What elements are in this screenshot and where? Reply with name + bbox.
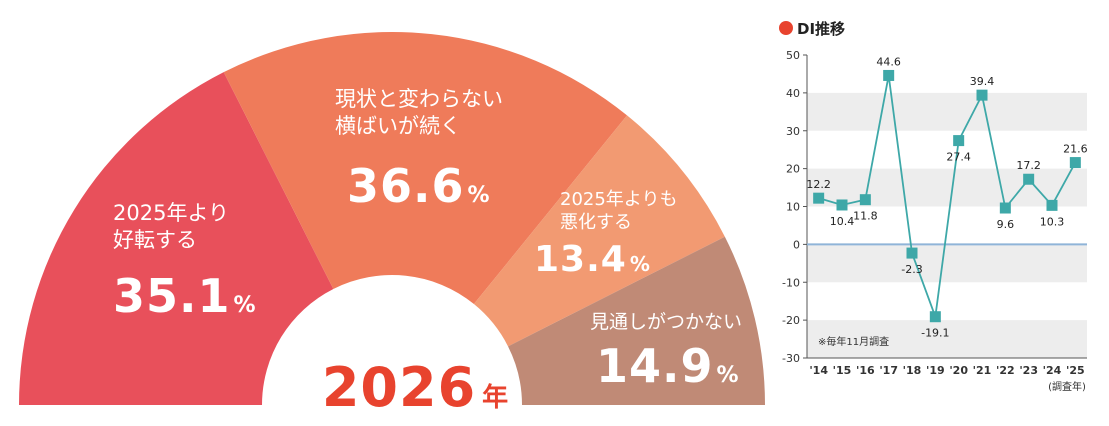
donut-slice xyxy=(508,236,765,405)
data-label: 39.4 xyxy=(970,75,995,88)
donut-chart xyxy=(19,32,765,406)
segment-improve-label: 2025年より 好転する 35.1% xyxy=(113,200,256,326)
data-label: 11.8 xyxy=(853,210,878,223)
data-label: 10.3 xyxy=(1040,215,1065,228)
y-tick-label: -10 xyxy=(782,276,800,289)
data-point xyxy=(859,194,871,206)
x-tick-label: '17 xyxy=(879,364,898,377)
y-tick-label: 10 xyxy=(786,201,800,214)
grid-band xyxy=(807,244,1087,283)
data-label: 17.2 xyxy=(1016,159,1041,172)
survey-note: ※毎年11月調査 xyxy=(818,335,889,348)
donut-center-year: 2026 年 xyxy=(300,356,530,419)
y-tick-label: 50 xyxy=(786,49,800,62)
data-point xyxy=(929,311,941,323)
segment-improve-line1: 2025年より xyxy=(113,201,230,225)
data-point xyxy=(1023,173,1035,185)
di-line-chart: DI推移 50 40 30 20 10 0 -10 -20 -30 '14 '15 '16 '17 '18 '… xyxy=(779,20,1088,393)
segment-worse-line2: 悪化する xyxy=(560,212,632,234)
y-tick-label: 30 xyxy=(786,125,800,138)
data-point xyxy=(1046,199,1058,211)
x-tick-label: '22 xyxy=(996,364,1015,377)
y-tick-label: 0 xyxy=(793,238,800,251)
x-tick-label: '15 xyxy=(833,364,852,377)
segment-improve-line2: 好転する xyxy=(113,228,197,253)
y-tick-label: -20 xyxy=(782,314,800,327)
grid-band xyxy=(807,168,1087,207)
segment-worse-line1: 2025年よりも xyxy=(560,189,678,210)
data-point xyxy=(1069,157,1081,169)
data-label: 27.4 xyxy=(946,151,971,164)
segment-improve-unit: % xyxy=(233,292,256,318)
data-label: 44.6 xyxy=(876,55,901,68)
segment-improve-value: 35.1 xyxy=(113,268,231,323)
segment-unknown-line1: 見通しがつかない xyxy=(590,311,743,333)
donut-slice xyxy=(19,72,334,406)
x-axis-title: (調査年) xyxy=(1048,380,1086,393)
data-point xyxy=(953,135,965,147)
grid-band xyxy=(807,92,1087,131)
y-tick-label: -30 xyxy=(782,352,800,365)
x-tick-label: '19 xyxy=(926,364,945,377)
donut-slice xyxy=(473,115,725,347)
segment-unknown-unit: % xyxy=(716,362,739,388)
data-point xyxy=(999,202,1011,214)
segment-worse-value: 13.4 xyxy=(534,238,627,280)
line-chart-title: DI推移 xyxy=(797,20,845,38)
x-tick-label: '14 xyxy=(809,364,828,377)
data-label: -19.1 xyxy=(921,327,949,340)
x-tick-label: '24 xyxy=(1043,364,1062,377)
data-point xyxy=(883,69,895,81)
segment-unknown-label: 見通しがつかない 14.9% xyxy=(590,310,742,396)
x-tick-label: '21 xyxy=(973,364,992,377)
data-point xyxy=(836,199,848,211)
y-tick-label: 20 xyxy=(786,163,800,176)
data-point xyxy=(906,247,918,259)
grid-band xyxy=(807,320,1087,358)
segment-unknown-value: 14.9 xyxy=(596,338,714,393)
data-label: 10.4 xyxy=(830,215,855,228)
data-point xyxy=(976,89,988,101)
data-point xyxy=(813,192,825,204)
year-number: 2026 xyxy=(321,356,477,419)
year-unit: 年 xyxy=(482,383,509,413)
x-tick-label: '23 xyxy=(1019,364,1038,377)
x-tick-label: '16 xyxy=(856,364,875,377)
segment-flat-value: 36.6 xyxy=(347,158,465,213)
segment-flat-unit: % xyxy=(467,182,490,208)
donut-slice xyxy=(223,32,628,305)
data-label: 12.2 xyxy=(806,178,831,191)
data-label: -2.3 xyxy=(901,263,922,276)
segment-flat-line1: 現状と変わらない xyxy=(335,87,503,111)
x-tick-label: '18 xyxy=(903,364,922,377)
title-dot-icon xyxy=(779,21,793,35)
segment-worse-unit: % xyxy=(629,251,650,276)
x-tick-label: '20 xyxy=(949,364,968,377)
y-tick-label: 40 xyxy=(786,87,800,100)
data-label: 9.6 xyxy=(997,218,1015,231)
x-tick-label: '25 xyxy=(1066,364,1085,377)
segment-flat-label: 現状と変わらない 横ばいが続く 36.6% xyxy=(335,86,503,216)
data-label: 21.6 xyxy=(1063,143,1088,156)
segment-worse-label: 2025年よりも 悪化する 13.4% xyxy=(534,188,678,284)
segment-flat-line2: 横ばいが続く xyxy=(335,114,461,139)
